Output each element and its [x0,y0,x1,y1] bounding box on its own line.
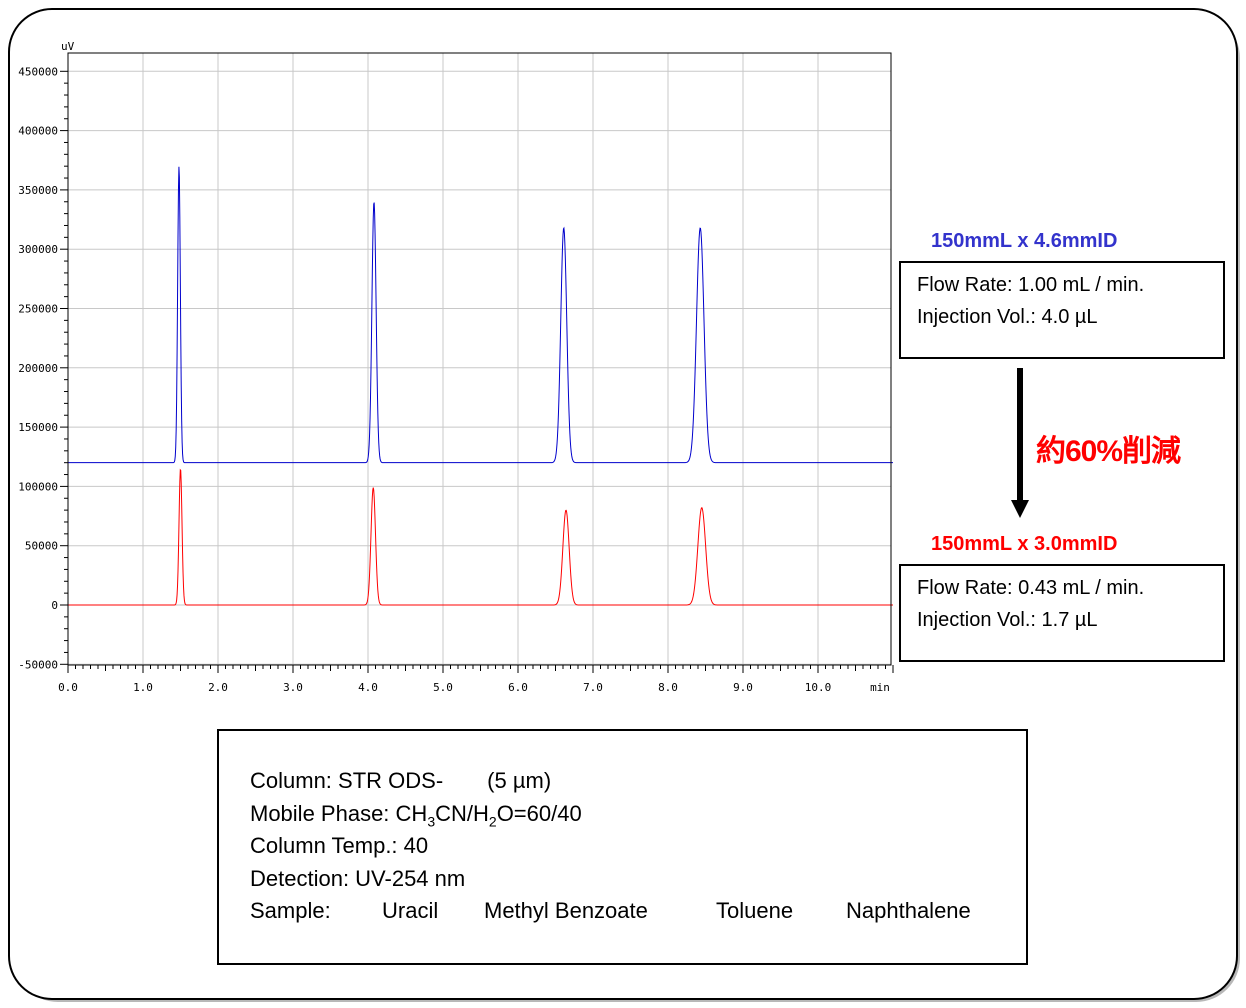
analysis-conditions-box: Column: STR ODS- (5 µm) Mobile Phase: CH3… [217,729,1028,965]
sample-label: Sample: [250,898,331,923]
x-tick-label: 7.0 [583,681,603,694]
grid-layer [68,53,891,665]
x-axis-unit-label: min [870,681,890,694]
column-particle: (5 µm) [487,768,552,793]
mobile-phase-sub2: 2 [488,812,497,829]
y-tick-label: 400000 [18,125,58,138]
y-tick-label: 200000 [18,362,58,375]
y-tick-label: 0 [51,599,58,612]
small-column-conditions-box: Flow Rate: 0.43 mL / min. Injection Vol.… [899,564,1225,662]
plot-area-border [67,52,892,666]
series-trace-0 [68,166,893,464]
column-name: Column: STR ODS- [250,768,444,793]
sample-naphthalene: Naphthalene [846,898,971,923]
series-trace-1 [68,468,893,606]
mobile-phase-suffix: O=60/40 [496,800,582,826]
x-tick-label: 8.0 [658,681,678,694]
small-flow-rate: Flow Rate: 0.43 mL / min. [917,577,1145,599]
down-arrow-icon [1011,500,1029,518]
large-column-conditions-box: Flow Rate: 1.00 mL / min. Injection Vol.… [899,261,1225,359]
x-tick-label: 10.0 [805,681,832,694]
y-tick-label: 50000 [25,540,58,553]
x-tick-label: 3.0 [283,681,303,694]
large-injection-volume: Injection Vol.: 4.0 µL [917,306,1098,328]
small-injection-volume: Injection Vol.: 1.7 µL [917,609,1098,631]
mobile-phase-info: Mobile Phase: CH3CN/H2O=60/40 [250,798,1026,831]
y-axis-unit-label: uV [61,40,75,53]
x-tick-label: 2.0 [208,681,228,694]
y-tick-label: 300000 [18,243,58,256]
axis-layer: 0.0 1.0 2.0 3.0 4.0 5.0 6.0 7.0 8.0 9.0 10.0 min 450… [18,52,894,694]
series-layer [68,166,893,606]
column-info: Column: STR ODS- (5 µm) [250,765,1026,798]
sample-info: Sample: Uracil Methyl Benzoate Toluene N… [250,895,1026,927]
column-temp-info: Column Temp.: 40 [250,833,429,858]
mobile-phase-sub1: 3 [427,812,436,829]
detection-info: Detection: UV-254 nm [250,865,466,891]
sample-uracil: Uracil [382,898,439,923]
x-tick-label: 6.0 [508,681,528,694]
y-tick-label: 100000 [18,480,58,493]
x-tick-label: 0.0 [58,681,78,694]
small-column-title: 150mmL x 3.0mmID [931,533,1118,555]
mobile-phase-mid: CN/H [435,800,489,826]
x-tick-label: 4.0 [358,681,378,694]
x-tick-label: 9.0 [733,681,753,694]
reduction-label: 約60%削減 [1036,435,1181,468]
y-tick-label: 350000 [18,184,58,197]
x-tick-label: 5.0 [433,681,453,694]
y-tick-label: 250000 [18,303,58,316]
y-tick-label: 150000 [18,421,58,434]
down-arrow-shaft [1017,368,1023,504]
y-tick-label: -50000 [18,658,58,671]
sample-toluene: Toluene [716,898,794,923]
large-column-title: 150mmL x 4.6mmID [931,230,1118,252]
mobile-phase-prefix: Mobile Phase: CH [250,800,428,826]
sample-methyl-benzoate: Methyl Benzoate [484,898,648,923]
x-tick-label: 1.0 [133,681,153,694]
large-flow-rate: Flow Rate: 1.00 mL / min. [917,274,1145,296]
y-tick-label: 450000 [18,65,58,78]
